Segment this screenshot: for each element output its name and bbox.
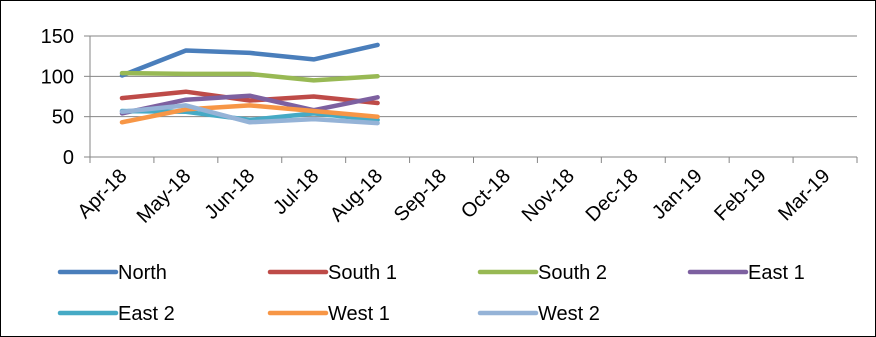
x-axis-tick-labels: Apr-18 May-18 Jun-18 Jul-18 Aug-18 Sep-18 Oct-…: [73, 165, 834, 228]
y-tick-label: 100: [41, 66, 74, 88]
x-tick-label: Mar-19: [774, 165, 834, 225]
x-tick-label: Sep-18: [390, 165, 451, 226]
x-tick-label: Jan-19: [648, 165, 707, 224]
y-tick-label: 50: [52, 107, 74, 129]
x-tick-label: Dec-18: [582, 165, 643, 226]
series-line-south-2: [119, 70, 380, 83]
legend: North South 1 South 2 East 1 East 2 West 1 Wes…: [57, 262, 805, 325]
x-tick-label: Nov-18: [518, 165, 579, 226]
x-tick-label: May-18: [133, 165, 196, 228]
series-lines: [119, 42, 380, 126]
x-tick-label: Oct-18: [457, 165, 515, 223]
y-tick-label: 0: [63, 147, 74, 169]
legend-label: South 1: [328, 262, 397, 284]
legend-label: North: [118, 262, 167, 284]
legend-label: East 1: [748, 262, 805, 284]
legend-label: West 1: [328, 303, 390, 325]
axes: [84, 35, 858, 163]
series-line-south-1: [119, 89, 380, 106]
series-line-west-1: [119, 103, 380, 125]
x-tick-label: Jun-18: [201, 165, 260, 224]
x-tick-label: Jul-18: [269, 165, 323, 219]
legend-label: East 2: [118, 303, 175, 325]
x-tick-label: Apr-18: [73, 165, 131, 223]
legend-label: West 2: [538, 303, 600, 325]
gridlines: [90, 35, 857, 118]
x-tick-label: Aug-18: [326, 165, 387, 226]
series-line-west-2: [119, 103, 380, 126]
x-tick-label: Feb-19: [710, 165, 770, 225]
legend-label: South 2: [538, 262, 607, 284]
y-tick-label: 150: [41, 26, 74, 48]
series-line-north: [119, 42, 380, 78]
y-axis-tick-labels: 0 50 100 150: [41, 26, 74, 169]
series-line-east-1: [119, 93, 380, 116]
